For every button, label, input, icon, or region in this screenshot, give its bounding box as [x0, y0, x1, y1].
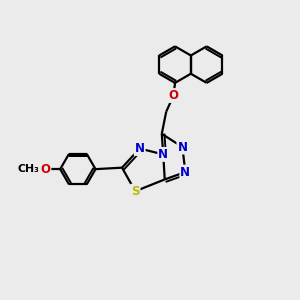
Text: N: N	[180, 166, 190, 178]
Text: O: O	[169, 89, 178, 102]
Text: N: N	[135, 142, 145, 155]
Text: N: N	[177, 141, 188, 154]
Text: CH₃: CH₃	[18, 164, 40, 174]
Text: O: O	[40, 163, 50, 176]
Text: N: N	[158, 148, 168, 161]
Text: S: S	[131, 185, 140, 198]
